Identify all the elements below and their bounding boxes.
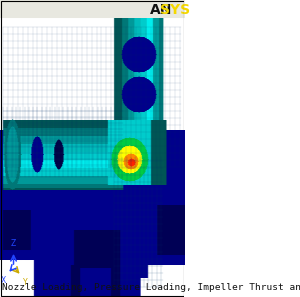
Text: Nozzle Loading, Pressure Loading, Impeller Thrust and Torque: Nozzle Loading, Pressure Loading, Impell… xyxy=(2,283,300,292)
Text: Z: Z xyxy=(10,239,16,248)
Text: Y: Y xyxy=(23,278,28,287)
Text: SYS: SYS xyxy=(160,3,190,17)
Text: AN: AN xyxy=(150,3,172,17)
Text: X: X xyxy=(0,276,5,285)
